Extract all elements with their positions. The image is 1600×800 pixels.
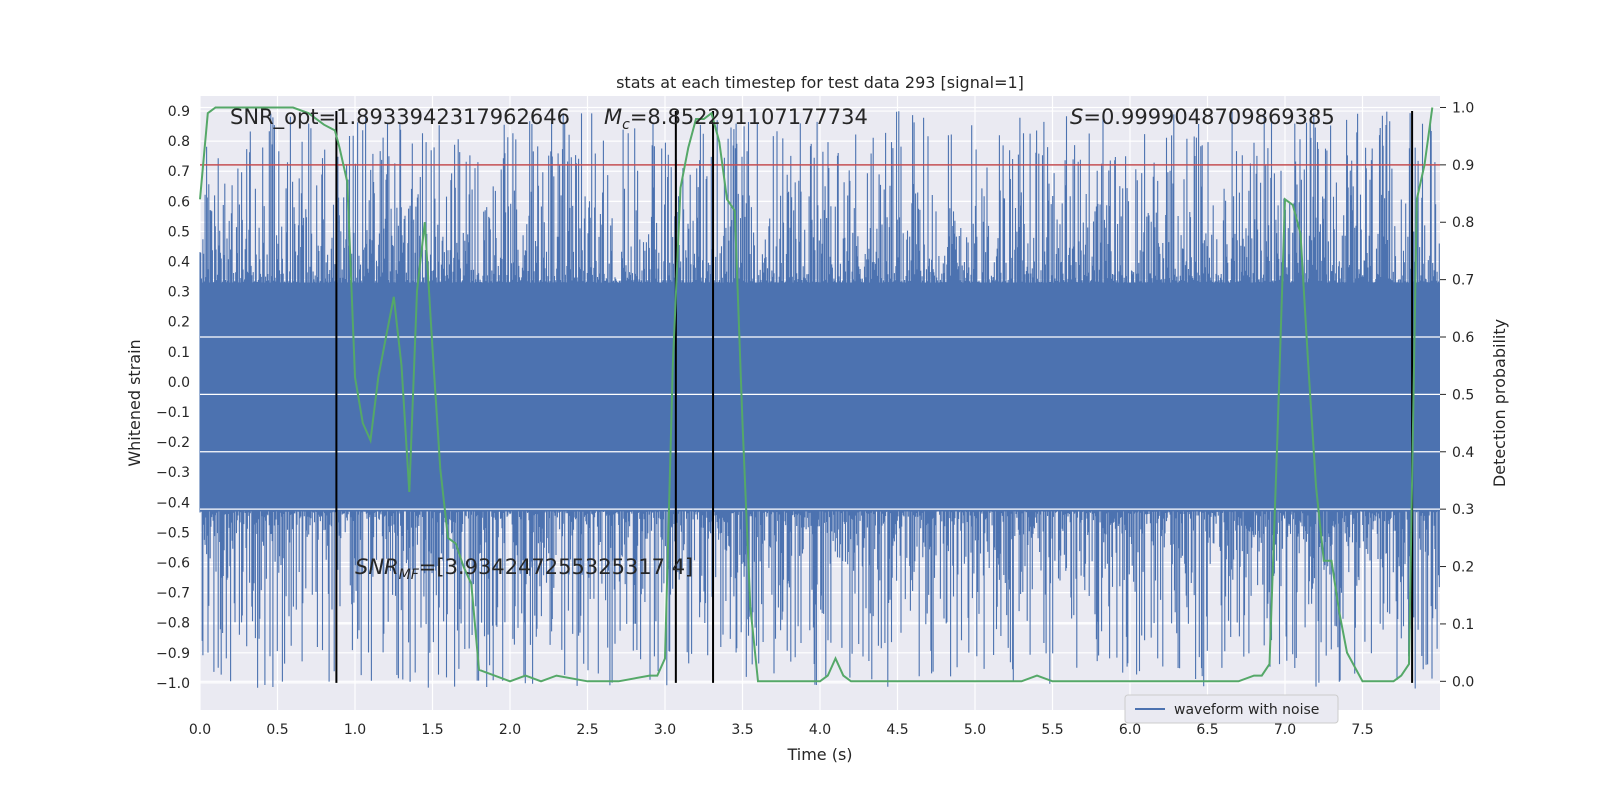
y-left-tick-label-3: 0.6	[168, 194, 190, 210]
x-tick-label-2: 1.0	[344, 722, 366, 738]
x-tick-label-12: 6.0	[1119, 722, 1141, 738]
x-tick-label-14: 7.0	[1274, 722, 1296, 738]
legend: waveform with noise	[1124, 694, 1339, 724]
y-right-tick-label-9: 0.1	[1452, 617, 1474, 633]
x-axis-label: Time (s)	[786, 745, 852, 764]
annotation-s: S=0.9999048709869385	[1070, 105, 1335, 129]
x-axis-ticks: 0.0 0.5 1.0 1.5 2.0 2.5 3.0 3.5 4.0 4.5 5.0 5.5 6.0 6…	[189, 722, 1374, 738]
y-right-tick-label-7: 0.3	[1452, 502, 1474, 518]
annotation-chirp-mass: Mc=8.852291107177734	[604, 105, 868, 133]
x-tick-label-8: 4.0	[809, 722, 831, 738]
y-left-tick-label-0: 0.9	[168, 104, 190, 120]
y-right-tick-label-8: 0.2	[1452, 560, 1474, 576]
legend-box	[1124, 694, 1339, 724]
y-left-axis-ticks: 0.9 0.8 0.7 0.6 0.5 0.4 0.3 0.2 0.1 0.0 −0.1 −0.2 −0…	[156, 104, 190, 692]
x-tick-label-15: 7.5	[1351, 722, 1373, 738]
annotation-snr-opt: SNR_opt=1.8933942317962646	[230, 105, 570, 130]
y-left-tick-label-14: −0.5	[156, 525, 190, 541]
legend-entry-waveform: waveform with noise	[1174, 702, 1319, 718]
y-left-tick-label-10: −0.1	[156, 405, 190, 421]
annotation-chirp-mass-value: =8.852291107177734	[630, 105, 868, 129]
annotation-snr-mf-value: =[3.934247255325317 4]	[419, 555, 693, 579]
y-left-tick-label-6: 0.3	[168, 285, 190, 301]
y-right-tick-label-1: 0.9	[1452, 158, 1474, 174]
y-left-tick-label-12: −0.3	[156, 465, 190, 481]
y-right-tick-label-5: 0.5	[1452, 387, 1474, 403]
waveform-series	[199, 111, 1440, 689]
chart-title: stats at each timestep for test data 293…	[616, 73, 1024, 92]
annotation-s-symbol: S	[1070, 105, 1083, 129]
x-tick-label-11: 5.5	[1041, 722, 1063, 738]
detection-probability-line	[199, 106, 1434, 683]
annotation-chirp-mass-sub: c	[622, 117, 630, 133]
y-right-tick-label-3: 0.7	[1452, 273, 1474, 289]
y-left-tick-label-17: −0.8	[156, 616, 190, 632]
y-left-tick-label-1: 0.8	[168, 134, 190, 150]
x-tick-label-10: 5.0	[964, 722, 986, 738]
y-left-tick-label-2: 0.7	[168, 164, 190, 180]
x-tick-label-0: 0.0	[189, 722, 211, 738]
annotation-chirp-mass-symbol: M	[604, 105, 622, 129]
annotation-snr-mf: SNRMF=[3.934247255325317 4]	[355, 555, 693, 583]
x-tick-label-5: 2.5	[576, 722, 598, 738]
x-tick-label-4: 2.0	[499, 722, 521, 738]
y-left-tick-label-7: 0.2	[168, 315, 190, 331]
y-left-tick-label-16: −0.7	[156, 586, 190, 602]
detection-probability-series	[199, 106, 1434, 683]
y-left-axis-label: Whitened strain	[125, 339, 144, 466]
y-left-tick-label-4: 0.5	[168, 224, 190, 240]
x-tick-label-6: 3.0	[654, 722, 676, 738]
y-left-tick-label-18: −0.9	[156, 646, 190, 662]
x-tick-label-7: 3.5	[731, 722, 753, 738]
annotation-snr-mf-sub: MF	[399, 567, 420, 583]
y-right-tick-label-4: 0.6	[1452, 330, 1474, 346]
annotation-snr-mf-symbol: SNR	[355, 555, 399, 579]
annotation-s-value: =0.9999048709869385	[1083, 105, 1334, 129]
y-left-tick-label-15: −0.6	[156, 556, 190, 572]
y-left-tick-label-11: −0.2	[156, 435, 190, 451]
y-left-tick-label-9: 0.0	[168, 375, 190, 391]
y-right-tick-label-2: 0.8	[1452, 215, 1474, 231]
y-left-tick-label-13: −0.4	[156, 495, 190, 511]
vertical-markers	[335, 111, 1414, 683]
y-right-tick-label-6: 0.4	[1452, 445, 1474, 461]
y-right-axis-label: Detection probability	[1490, 319, 1509, 487]
y-left-tick-label-5: 0.4	[168, 255, 190, 271]
x-tick-label-9: 4.5	[886, 722, 908, 738]
x-tick-label-1: 0.5	[266, 722, 288, 738]
y-right-tick-label-0: 1.0	[1452, 100, 1474, 116]
y-left-tick-label-8: 0.1	[168, 345, 190, 361]
y-right-axis-ticks: 1.0 0.9 0.8 0.7 0.6 0.5 0.4 0.3 0.2 0.1 0.0	[1440, 100, 1474, 690]
x-tick-label-13: 6.5	[1196, 722, 1218, 738]
y-left-tick-label-19: −1.0	[156, 676, 190, 692]
y-right-tick-label-10: 0.0	[1452, 674, 1474, 690]
x-tick-label-3: 1.5	[421, 722, 443, 738]
